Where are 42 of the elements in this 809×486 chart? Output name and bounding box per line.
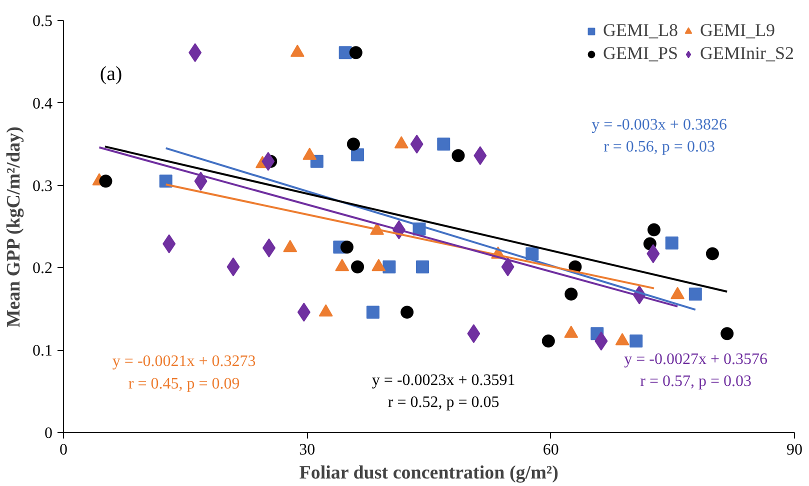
- annotation: y = -0.0027x + 0.3576 r = 0.57, p = 0.03: [624, 351, 768, 390]
- point: [688, 288, 702, 301]
- point: [665, 236, 678, 250]
- point: [564, 288, 578, 301]
- x-tick-label: 30: [299, 442, 316, 458]
- point: [351, 148, 364, 162]
- legend-label: GEMI_L8: [602, 20, 678, 41]
- point: [349, 46, 362, 60]
- annotation: (a): [100, 63, 122, 86]
- annotation: y = -0.0023x + 0.3591 r = 0.52, p = 0.05: [372, 372, 516, 411]
- point: [416, 260, 429, 274]
- y-tick-label: 0.3: [32, 178, 52, 195]
- y-tick-label: 0.2: [32, 260, 52, 278]
- point: [720, 327, 734, 340]
- x-tick-label: 60: [542, 442, 559, 458]
- point: [706, 247, 719, 260]
- point: [437, 138, 450, 151]
- y-tick-label: 0.4: [32, 95, 52, 112]
- point: [351, 260, 364, 274]
- legend-label: GEMI_PS: [602, 43, 678, 64]
- x-tick-label: 90: [786, 442, 802, 458]
- point: [630, 334, 643, 348]
- point: [542, 334, 555, 348]
- point: [346, 138, 360, 151]
- point: [382, 260, 396, 274]
- y-tick-label: 0.1: [32, 342, 52, 360]
- annotation: y = -0.003x + 0.3826 r = 0.56, p = 0.03: [592, 116, 727, 156]
- point: [400, 306, 414, 319]
- point: [366, 306, 380, 319]
- y-tick-label: 0: [44, 425, 52, 442]
- y-tick-label: 0.5: [32, 13, 52, 30]
- legend-label: GEMI_L9: [700, 20, 775, 41]
- y-axis-title: Mean GPP (kgC/m²/day): [4, 126, 24, 328]
- point: [452, 149, 465, 162]
- point: [647, 223, 660, 236]
- annotation: y = -0.0021x + 0.3273 r = 0.45, p = 0.09: [112, 353, 256, 392]
- point: [159, 174, 172, 188]
- point: [99, 174, 112, 188]
- point: [340, 240, 354, 254]
- legend-label: GEMInir_S2: [700, 43, 794, 64]
- x-axis-title: Foliar dust concentration (g/m²): [299, 462, 558, 484]
- x-tick-label: 0: [60, 442, 68, 458]
